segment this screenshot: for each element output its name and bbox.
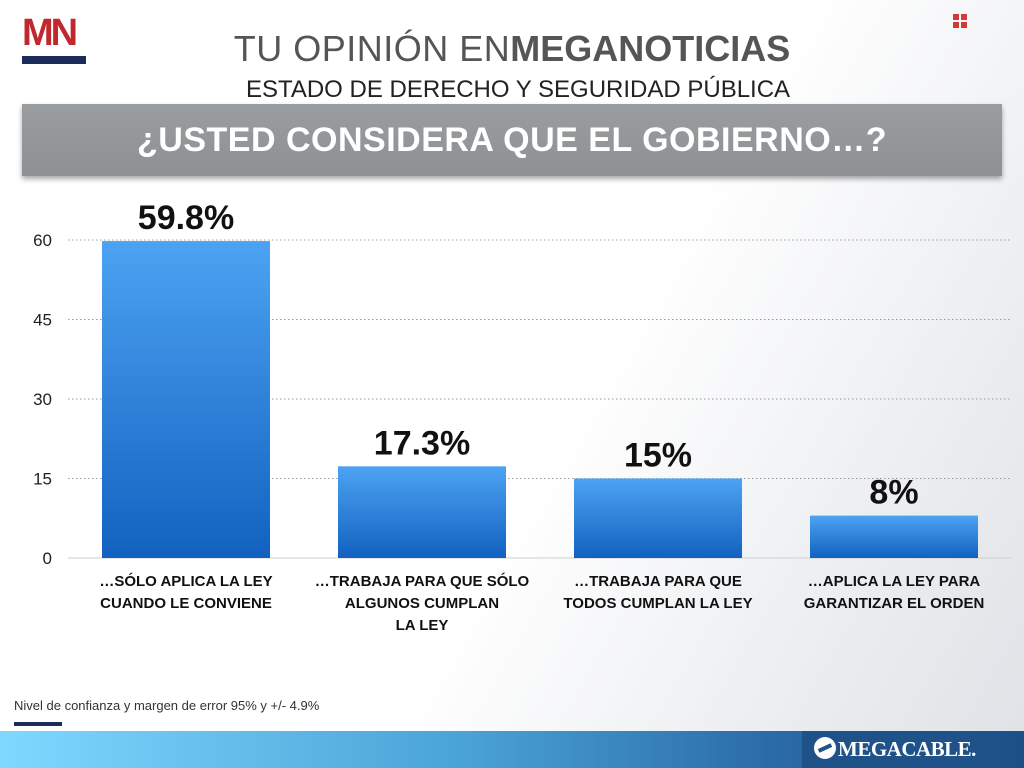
bar-chart: 0 15 30 45 60 59.8% …SÓLO APLICA LA LEY CUANDO …	[33, 199, 1012, 634]
brand-name: MEGACABLE.	[838, 737, 976, 761]
x-category-label: …SÓLO APLICA LA LEY	[99, 572, 272, 590]
page-title: TU OPINIÓN ENMEGANOTICIAS	[0, 28, 1024, 70]
question-text: ¿USTED CONSIDERA QUE EL GOBIERNO…?	[137, 121, 887, 159]
bar	[338, 466, 506, 558]
title-light: TU OPINIÓN EN	[233, 28, 511, 69]
footnote: Nivel de confianza y margen de error 95%…	[14, 698, 320, 713]
x-category-label: CUANDO LE CONVIENE	[100, 595, 272, 612]
x-category-label: GARANTIZAR EL ORDEN	[804, 595, 985, 612]
bar-value-label: 15%	[624, 437, 692, 475]
bar-value-label: 59.8%	[138, 199, 234, 237]
x-category-label: TODOS CUMPLAN LA LEY	[563, 595, 752, 612]
y-tick-label: 30	[33, 390, 52, 409]
footnote-marker	[14, 722, 62, 726]
bar	[574, 478, 742, 558]
bar	[102, 241, 270, 558]
bar-value-label: 17.3%	[374, 424, 470, 462]
bar-value-label: 8%	[869, 474, 918, 512]
x-category-label: LA LEY	[396, 617, 449, 634]
y-tick-label: 45	[33, 311, 52, 330]
title-bold: MEGANOTICIAS	[510, 28, 791, 69]
grid-icon[interactable]	[953, 14, 969, 30]
y-tick-label: 0	[43, 549, 52, 568]
question-banner: ¿USTED CONSIDERA QUE EL GOBIERNO…?	[22, 104, 1002, 176]
logo-text: MN	[22, 12, 78, 54]
y-tick-label: 60	[33, 231, 52, 250]
megacable-logo-icon	[814, 737, 836, 759]
x-category-label: …APLICA LA LEY PARA	[808, 573, 981, 590]
y-tick-label: 15	[33, 470, 52, 489]
page-subtitle: ESTADO DE DERECHO Y SEGURIDAD PÚBLICA	[245, 76, 791, 103]
x-category-label: …TRABAJA PARA QUE	[574, 573, 742, 590]
meganoticias-logo: MN	[22, 14, 88, 64]
bar	[810, 515, 978, 558]
x-category-label: ALGUNOS CUMPLAN	[345, 595, 499, 612]
logo-underline	[22, 56, 86, 64]
x-category-label: …TRABAJA PARA QUE SÓLO	[315, 572, 530, 590]
